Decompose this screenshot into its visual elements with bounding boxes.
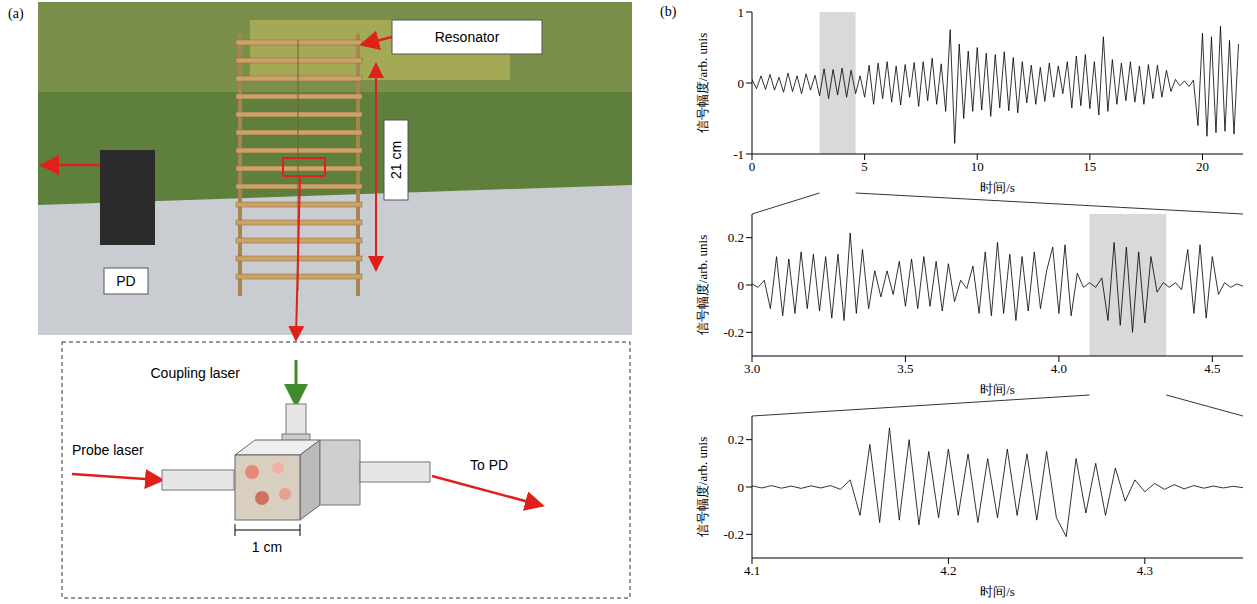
svg-text:时间/s: 时间/s (980, 584, 1015, 598)
svg-text:15: 15 (1083, 159, 1096, 174)
svg-text:3.5: 3.5 (897, 361, 913, 376)
svg-text:1 cm: 1 cm (252, 539, 282, 555)
svg-text:信号幅度/arb. unis: 信号幅度/arb. unis (695, 235, 710, 335)
svg-text:To PD: To PD (470, 457, 508, 473)
svg-text:5: 5 (861, 159, 868, 174)
svg-text:Coupling laser: Coupling laser (151, 365, 241, 381)
svg-text:0: 0 (738, 76, 745, 91)
svg-text:-0.2: -0.2 (723, 527, 744, 542)
svg-text:10: 10 (971, 159, 984, 174)
svg-text:4.3: 4.3 (1137, 563, 1153, 578)
svg-text:21 cm: 21 cm (388, 141, 404, 179)
svg-text:-1: -1 (733, 147, 744, 162)
svg-text:时间/s: 时间/s (980, 180, 1015, 194)
svg-text:20: 20 (1196, 159, 1209, 174)
svg-text:时间/s: 时间/s (980, 382, 1015, 396)
svg-text:Resonator: Resonator (435, 29, 500, 45)
svg-text:信号幅度/arb. unis: 信号幅度/arb. unis (695, 437, 710, 537)
svg-text:0.2: 0.2 (728, 230, 744, 245)
svg-text:4.2: 4.2 (940, 563, 956, 578)
svg-text:PD: PD (116, 273, 135, 289)
svg-text:0: 0 (749, 159, 756, 174)
svg-text:-0.2: -0.2 (723, 325, 744, 340)
svg-text:Probe laser: Probe laser (72, 442, 144, 458)
svg-text:0.2: 0.2 (728, 432, 744, 447)
svg-text:0: 0 (738, 480, 745, 495)
html-text:(b): (b) (660, 4, 677, 19)
svg-text:4.5: 4.5 (1204, 361, 1220, 376)
svg-text:0: 0 (738, 278, 745, 293)
svg-text:4.1: 4.1 (744, 563, 760, 578)
svg-text:4.0: 4.0 (1051, 361, 1067, 376)
svg-text:3.0: 3.0 (744, 361, 760, 376)
svg-text:信号幅度/arb. unis: 信号幅度/arb. unis (695, 33, 710, 133)
svg-text:1: 1 (738, 5, 745, 20)
svg-text:(a): (a) (8, 6, 24, 22)
